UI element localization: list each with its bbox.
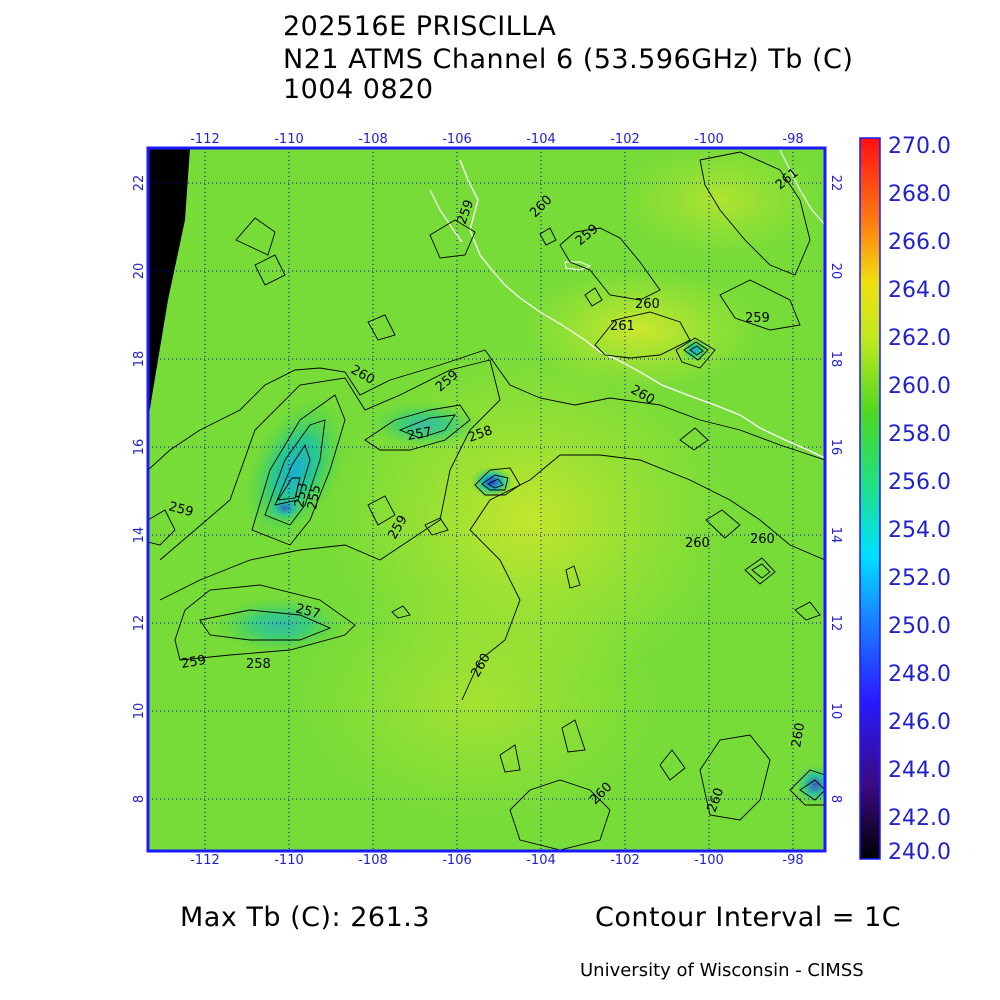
lat-label: 8 — [132, 795, 147, 803]
colorbar-label: 262.0 — [888, 326, 951, 351]
contour-label: 259 — [745, 311, 770, 326]
lon-label: -106 — [442, 853, 472, 868]
longitude-labels-top: -112 -110 -108 -106 -104 -102 -100 -98 — [190, 132, 803, 147]
credit-text: University of Wisconsin - CIMSS — [580, 960, 864, 981]
longitude-labels-bottom: -112 -110 -108 -106 -104 -102 -100 -98 — [190, 853, 803, 868]
lat-label: 16 — [828, 439, 843, 456]
storm-title: 202516E PRISCILLA — [283, 11, 557, 42]
colorbar-label: 268.0 — [888, 182, 951, 207]
lon-label: -98 — [782, 853, 803, 868]
colorbar-label: 266.0 — [888, 230, 951, 255]
lon-label: -102 — [610, 853, 640, 868]
lon-label: -108 — [358, 132, 388, 147]
lat-label: 10 — [828, 703, 843, 720]
lon-label: -110 — [274, 853, 304, 868]
lat-label: 14 — [132, 527, 147, 544]
colorbar-label: 240.0 — [888, 840, 951, 865]
colorbar-label: 244.0 — [888, 758, 951, 783]
max-tb-readout: Max Tb (C): 261.3 — [180, 902, 431, 933]
map-frame — [146, 146, 827, 853]
colorbar-label: 254.0 — [888, 518, 951, 543]
colorbar — [859, 137, 881, 860]
coastline — [459, 159, 825, 459]
coastline-north — [779, 149, 825, 226]
colorbar-label: 258.0 — [888, 422, 951, 447]
lat-label: 18 — [132, 351, 147, 368]
lon-label: -102 — [610, 132, 640, 147]
contour-label: 261 — [610, 319, 635, 334]
contour-label: 253 — [292, 482, 311, 509]
contour-label: 260 — [635, 297, 660, 312]
lon-label: -106 — [442, 132, 472, 147]
lon-label: -100 — [694, 853, 724, 868]
lat-label: 14 — [828, 527, 843, 544]
lat-label: 12 — [132, 615, 147, 632]
lon-label: -112 — [190, 853, 220, 868]
colorbar-label: 260.0 — [888, 374, 951, 399]
lon-label: -100 — [694, 132, 724, 147]
contour-label: 260 — [685, 536, 710, 551]
lat-label: 22 — [828, 175, 843, 192]
latitude-labels-left: 8 10 12 14 16 18 20 22 — [132, 175, 147, 803]
lon-label: -108 — [358, 853, 388, 868]
colorbar-label: 270.0 — [888, 134, 951, 159]
contour-label: 255 — [305, 484, 324, 511]
contour-labels: 261 261 260 260 260 260 260 260 260 260 … — [167, 166, 808, 815]
baja-coastline — [429, 189, 463, 243]
colorbar-label: 256.0 — [888, 470, 951, 495]
contour-label: 257 — [294, 601, 322, 622]
datetime-title: 1004 0820 — [283, 74, 434, 105]
lon-label: -112 — [190, 132, 220, 147]
latitude-labels-right: 8 10 12 14 16 18 20 22 — [828, 175, 843, 803]
sensor-title: N21 ATMS Channel 6 (53.596GHz) Tb (C) — [283, 44, 854, 75]
lat-label: 18 — [828, 351, 843, 368]
contour-label: 260 — [789, 722, 808, 749]
lon-label: -104 — [526, 853, 556, 868]
colorbar-label: 264.0 — [888, 278, 951, 303]
lat-label: 16 — [132, 439, 147, 456]
colorbar-label: 246.0 — [888, 710, 951, 735]
colorbar-label: 252.0 — [888, 566, 951, 591]
brightness-temperature-field: 261 261 260 260 260 260 260 260 260 260 … — [148, 148, 825, 851]
colorbar-label: 250.0 — [888, 614, 951, 639]
lon-label: -98 — [782, 132, 803, 147]
contour-label: 258 — [246, 657, 271, 672]
lon-label: -110 — [274, 132, 304, 147]
lat-label: 12 — [828, 615, 843, 632]
contour-label: 260 — [750, 532, 775, 547]
contour-label: 257 — [406, 425, 433, 444]
colorbar-label: 242.0 — [888, 806, 951, 831]
colorbar-label: 248.0 — [888, 662, 951, 687]
contour-interval-readout: Contour Interval = 1C — [595, 902, 902, 933]
lat-label: 20 — [132, 263, 147, 280]
lat-label: 10 — [132, 703, 147, 720]
lat-label: 22 — [132, 175, 147, 192]
contour-label: 259 — [167, 499, 195, 520]
lon-label: -104 — [526, 132, 556, 147]
graticule — [148, 148, 825, 851]
lat-label: 8 — [828, 795, 843, 803]
contour-label: 259 — [180, 653, 207, 672]
no-data-region — [148, 148, 190, 420]
lat-label: 20 — [828, 263, 843, 280]
contours — [148, 151, 825, 851]
